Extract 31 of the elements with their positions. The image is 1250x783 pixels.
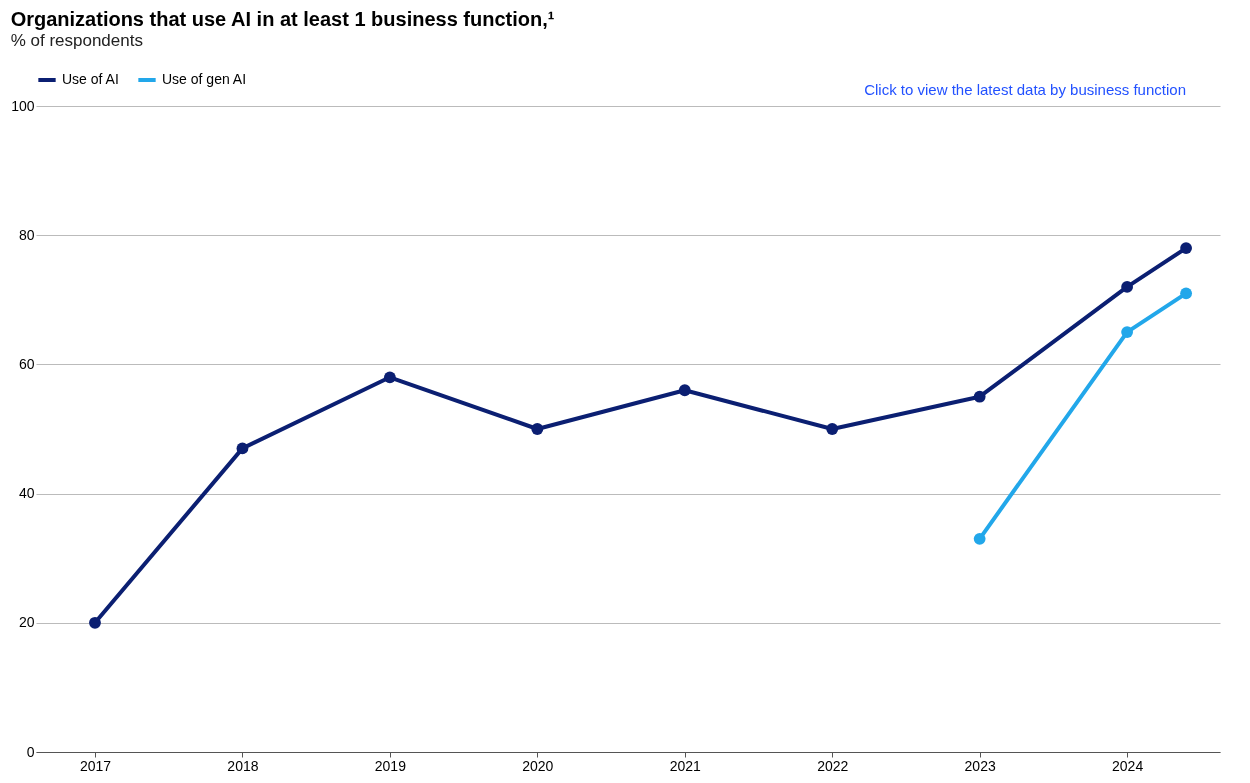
x-tick-label: 2019 xyxy=(374,757,407,774)
point xyxy=(383,371,396,384)
point xyxy=(531,423,544,435)
x-tick-label: 2022 xyxy=(817,757,849,774)
text: Click to view the latest data by business function xyxy=(864,81,1186,98)
point xyxy=(236,442,249,455)
y-tick-label: 20 xyxy=(18,614,35,631)
x-tick-label: 2023 xyxy=(964,757,996,774)
y-tick-label: 60 xyxy=(18,355,35,372)
point xyxy=(1121,280,1134,293)
chart-title: Organizations that use AI in at least 1 business function,¹ xyxy=(10,8,555,30)
point xyxy=(678,384,691,397)
y-tick-label: 0 xyxy=(26,743,35,760)
x-tick-label: 2017 xyxy=(79,757,112,774)
chart-subtitle: % of respondents xyxy=(10,31,143,50)
legend-label: Use of gen AI xyxy=(162,71,247,87)
point xyxy=(1121,326,1134,338)
point xyxy=(973,390,986,403)
point xyxy=(89,616,101,629)
x-tick-label: 2024 xyxy=(1112,757,1144,774)
y-tick-label: 100 xyxy=(11,97,35,114)
point xyxy=(1180,242,1192,255)
point xyxy=(973,532,986,545)
point xyxy=(826,423,839,435)
legend-label: Use of AI xyxy=(62,71,119,87)
x-tick-label: 2020 xyxy=(522,757,554,774)
x-tick-label: 2021 xyxy=(669,757,702,774)
y-tick-label: 40 xyxy=(18,485,35,502)
y-tick-label: 80 xyxy=(18,226,35,243)
point xyxy=(1180,287,1192,300)
x-tick-label: 2018 xyxy=(227,757,259,774)
